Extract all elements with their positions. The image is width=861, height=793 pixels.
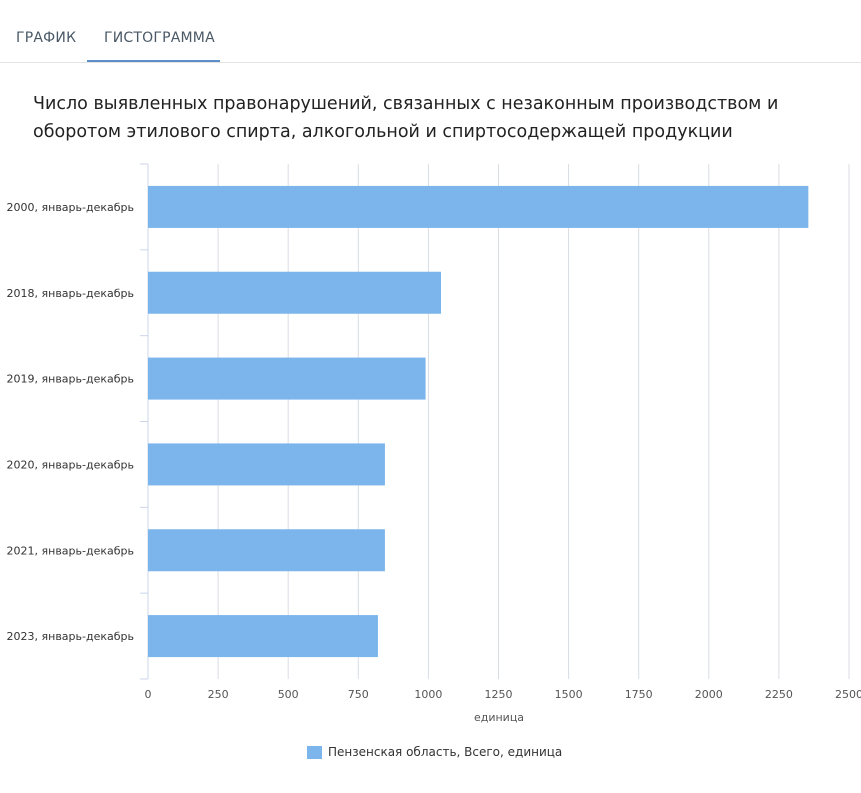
category-label: 2023, январь-декабрь	[7, 630, 134, 643]
x-tick-label: 2500	[835, 688, 861, 701]
category-label: 2018, январь-декабрь	[7, 287, 134, 300]
tab-histogram[interactable]: ГИСТОГРАММА	[104, 30, 215, 46]
x-tick-label: 1750	[625, 688, 653, 701]
x-axis-title: единица	[474, 711, 524, 724]
x-tick-label: 750	[348, 688, 369, 701]
tab-chart[interactable]: ГРАФИК	[16, 30, 77, 46]
x-tick-label: 1250	[485, 688, 513, 701]
x-tick-label: 0	[145, 688, 152, 701]
bar	[148, 615, 378, 658]
x-tick-label: 2000	[695, 688, 723, 701]
bar	[148, 357, 426, 400]
category-label: 2021, январь-декабрь	[7, 544, 134, 557]
x-tick-label: 1000	[414, 688, 442, 701]
legend-label: Пензенская область, Всего, единица	[328, 745, 563, 759]
category-label: 2000, январь-декабрь	[7, 201, 134, 214]
bar	[148, 443, 385, 486]
bar	[148, 271, 442, 314]
x-tick-label: 2250	[765, 688, 793, 701]
x-tick-label: 1500	[555, 688, 583, 701]
x-tick-label: 500	[278, 688, 299, 701]
chart-title: Число выявленных правонарушений, связанн…	[33, 94, 779, 142]
tab-bar: ГРАФИК ГИСТОГРАММА	[0, 0, 861, 63]
bar	[148, 185, 809, 228]
legend-swatch	[307, 745, 322, 759]
legend[interactable]: Пензенская область, Всего, единица	[307, 745, 562, 759]
x-tick-label: 250	[208, 688, 229, 701]
category-label: 2020, январь-декабрь	[7, 458, 134, 471]
active-tab-indicator	[87, 60, 220, 62]
bar	[148, 529, 385, 572]
category-label: 2019, январь-декабрь	[7, 373, 134, 386]
